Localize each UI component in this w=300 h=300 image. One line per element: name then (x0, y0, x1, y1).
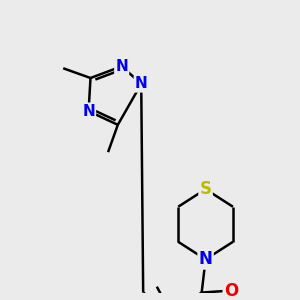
Text: S: S (200, 180, 211, 198)
Text: O: O (224, 282, 238, 300)
Text: N: N (115, 59, 128, 74)
Text: N: N (82, 104, 95, 119)
Text: N: N (199, 250, 212, 268)
Text: N: N (135, 76, 148, 92)
